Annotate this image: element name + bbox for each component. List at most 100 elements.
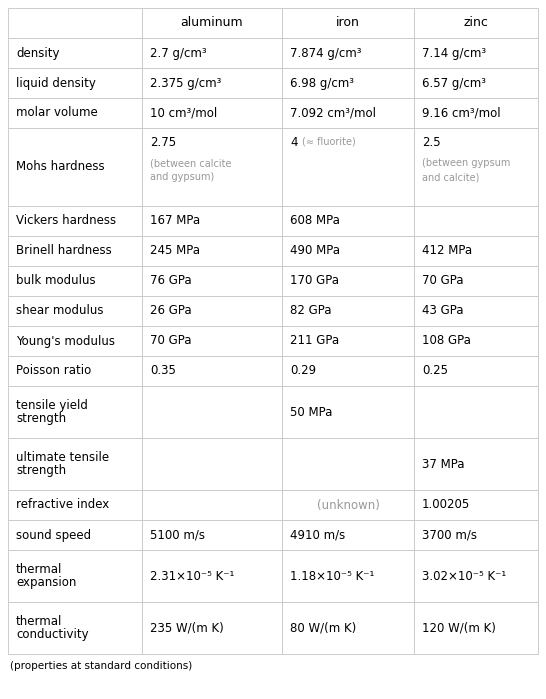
Text: 0.29: 0.29: [290, 364, 316, 377]
Bar: [282, 266, 414, 296]
Bar: [8, 520, 142, 550]
Text: 108 GPa: 108 GPa: [422, 335, 471, 347]
Text: liquid density: liquid density: [16, 76, 96, 89]
Text: 70 GPa: 70 GPa: [150, 335, 192, 347]
Text: 7.14 g/cm³: 7.14 g/cm³: [422, 47, 486, 59]
Bar: [282, 326, 414, 356]
Text: ultimate tensile: ultimate tensile: [16, 451, 109, 464]
Bar: [8, 236, 142, 266]
Bar: [282, 206, 414, 236]
Text: 50 MPa: 50 MPa: [290, 405, 333, 419]
Bar: [142, 490, 282, 520]
Bar: [142, 68, 282, 98]
Text: 43 GPa: 43 GPa: [422, 305, 464, 317]
Bar: [8, 550, 142, 602]
Bar: [414, 490, 538, 520]
Bar: [142, 266, 282, 296]
Text: zinc: zinc: [464, 17, 489, 29]
Bar: [142, 296, 282, 326]
Bar: [282, 98, 414, 128]
Text: 0.25: 0.25: [422, 364, 448, 377]
Bar: [8, 38, 142, 68]
Text: 9.16 cm³/mol: 9.16 cm³/mol: [422, 106, 501, 120]
Bar: [414, 38, 538, 68]
Bar: [282, 236, 414, 266]
Text: (between gypsum: (between gypsum: [422, 158, 511, 168]
Bar: [282, 356, 414, 386]
Text: conductivity: conductivity: [16, 628, 88, 641]
Text: and calcite): and calcite): [422, 172, 479, 182]
Bar: [142, 98, 282, 128]
Bar: [142, 8, 282, 38]
Bar: [8, 68, 142, 98]
Text: 3700 m/s: 3700 m/s: [422, 528, 477, 542]
Text: 4: 4: [290, 136, 298, 148]
Bar: [414, 236, 538, 266]
Bar: [142, 550, 282, 602]
Text: 76 GPa: 76 GPa: [150, 275, 192, 287]
Text: 245 MPa: 245 MPa: [150, 245, 200, 257]
Text: 7.092 cm³/mol: 7.092 cm³/mol: [290, 106, 376, 120]
Text: 4910 m/s: 4910 m/s: [290, 528, 345, 542]
Text: Poisson ratio: Poisson ratio: [16, 364, 91, 377]
Bar: [142, 128, 282, 206]
Bar: [414, 128, 538, 206]
Text: 3.02×10⁻⁵ K⁻¹: 3.02×10⁻⁵ K⁻¹: [422, 570, 506, 582]
Text: 120 W/(m K): 120 W/(m K): [422, 621, 496, 635]
Bar: [414, 386, 538, 438]
Text: strength: strength: [16, 464, 66, 477]
Text: 26 GPa: 26 GPa: [150, 305, 192, 317]
Bar: [282, 386, 414, 438]
Bar: [414, 206, 538, 236]
Bar: [142, 520, 282, 550]
Text: 170 GPa: 170 GPa: [290, 275, 339, 287]
Bar: [282, 602, 414, 654]
Text: shear modulus: shear modulus: [16, 305, 104, 317]
Text: (unknown): (unknown): [317, 498, 379, 512]
Text: iron: iron: [336, 17, 360, 29]
Bar: [8, 386, 142, 438]
Bar: [414, 266, 538, 296]
Bar: [8, 602, 142, 654]
Bar: [282, 128, 414, 206]
Text: bulk modulus: bulk modulus: [16, 275, 96, 287]
Bar: [8, 438, 142, 490]
Text: 608 MPa: 608 MPa: [290, 215, 340, 227]
Text: 1.00205: 1.00205: [422, 498, 470, 512]
Bar: [414, 296, 538, 326]
Text: (≈ fluorite): (≈ fluorite): [302, 137, 356, 147]
Text: 2.5: 2.5: [422, 136, 441, 148]
Text: 211 GPa: 211 GPa: [290, 335, 339, 347]
Text: sound speed: sound speed: [16, 528, 91, 542]
Bar: [282, 38, 414, 68]
Text: molar volume: molar volume: [16, 106, 98, 120]
Bar: [282, 520, 414, 550]
Bar: [8, 266, 142, 296]
Text: thermal: thermal: [16, 563, 62, 576]
Text: 80 W/(m K): 80 W/(m K): [290, 621, 356, 635]
Text: 167 MPa: 167 MPa: [150, 215, 200, 227]
Text: aluminum: aluminum: [181, 17, 244, 29]
Text: 5100 m/s: 5100 m/s: [150, 528, 205, 542]
Bar: [8, 296, 142, 326]
Text: 82 GPa: 82 GPa: [290, 305, 331, 317]
Text: Brinell hardness: Brinell hardness: [16, 245, 112, 257]
Bar: [414, 8, 538, 38]
Bar: [414, 520, 538, 550]
Bar: [142, 236, 282, 266]
Bar: [414, 68, 538, 98]
Text: 2.75: 2.75: [150, 136, 176, 148]
Bar: [142, 38, 282, 68]
Bar: [142, 438, 282, 490]
Bar: [282, 296, 414, 326]
Text: Young's modulus: Young's modulus: [16, 335, 115, 347]
Bar: [282, 490, 414, 520]
Bar: [282, 8, 414, 38]
Text: and gypsum): and gypsum): [150, 172, 214, 182]
Bar: [8, 128, 142, 206]
Text: 10 cm³/mol: 10 cm³/mol: [150, 106, 217, 120]
Text: 2.7 g/cm³: 2.7 g/cm³: [150, 47, 206, 59]
Bar: [414, 438, 538, 490]
Text: (properties at standard conditions): (properties at standard conditions): [10, 661, 192, 671]
Text: tensile yield: tensile yield: [16, 399, 88, 412]
